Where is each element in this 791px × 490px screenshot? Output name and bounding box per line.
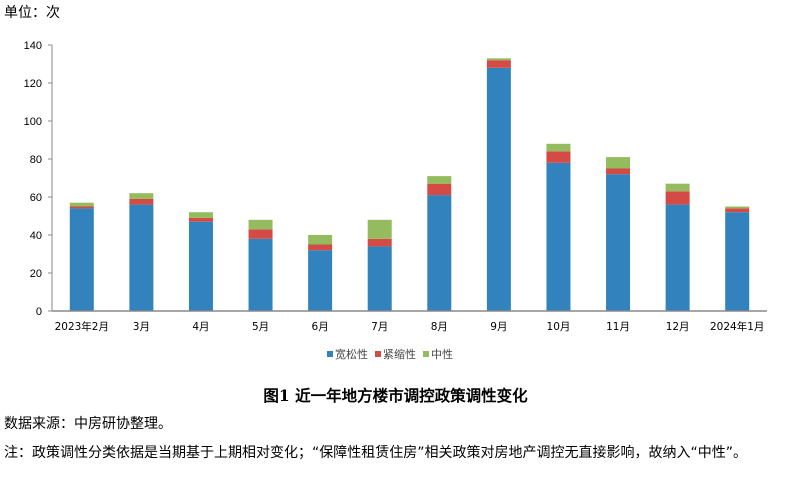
bar-紧缩性 (308, 244, 333, 251)
bar-宽松性 (188, 221, 213, 311)
legend-swatch (375, 351, 381, 357)
bar-中性 (665, 183, 690, 192)
bar-中性 (486, 58, 511, 61)
bar-紧缩性 (248, 229, 273, 239)
x-tick-label: 3月 (133, 321, 150, 333)
bar-中性 (69, 202, 94, 207)
bar-宽松性 (486, 67, 511, 311)
bar-紧缩性 (486, 60, 511, 68)
x-tick-label: 12月 (666, 321, 690, 333)
legend-swatch (423, 351, 429, 357)
bar-宽松性 (606, 174, 631, 311)
y-tick-label: 60 (30, 192, 42, 204)
chart-title: 图1 近一年地方楼市调控政策调性变化 (263, 386, 528, 405)
bar-中性 (308, 235, 333, 245)
data-source: 数据来源：中房研协整理。 (4, 416, 172, 432)
bar-紧缩性 (188, 217, 213, 222)
bar-紧缩性 (69, 206, 94, 209)
unit-label: 单位：次 (4, 5, 60, 21)
bar-宽松性 (129, 204, 154, 311)
x-tick-label: 4月 (192, 321, 209, 333)
bar-宽松性 (248, 238, 273, 311)
y-tick-label: 20 (30, 268, 42, 280)
bar-宽松性 (665, 204, 690, 311)
bar-中性 (367, 219, 392, 239)
bar-紧缩性 (606, 168, 631, 175)
x-tick-label: 2024年1月 (710, 320, 764, 333)
footnote: 注：政策调性分类依据是当期基于上期相对变化；“保障性租赁住房”相关政策对房地产调… (4, 445, 748, 461)
bar-紧缩性 (665, 191, 690, 205)
bar-紧缩性 (546, 151, 571, 163)
x-tick-label: 2023年2月 (55, 320, 109, 333)
bar-中性 (546, 143, 571, 152)
y-tick-label: 100 (24, 116, 42, 128)
x-tick-label: 5月 (252, 321, 269, 333)
stacked-bar-chart: 0 20 40 60 80 100 120 140 2023年2月 3月 4月 5月 6月 7月 8月 9月 1… (24, 40, 767, 361)
bar-紧缩性 (725, 208, 750, 213)
bar-中性 (427, 176, 452, 184)
legend-swatch (327, 351, 333, 357)
bar-宽松性 (308, 250, 333, 311)
x-tick-label: 7月 (371, 321, 388, 333)
bar-中性 (606, 157, 631, 169)
y-tick-label: 140 (24, 40, 42, 52)
y-tick-label: 0 (36, 306, 42, 318)
x-tick-label: 9月 (490, 321, 507, 333)
x-tick-label: 11月 (606, 321, 630, 333)
x-tick-label: 8月 (431, 321, 448, 333)
bar-紧缩性 (427, 183, 452, 196)
bar-宽松性 (725, 212, 750, 311)
x-tick-label: 6月 (312, 321, 329, 333)
x-tick-label: 10月 (547, 321, 571, 333)
bar-紧缩性 (367, 238, 392, 247)
bar-宽松性 (367, 246, 392, 311)
bar-中性 (188, 212, 213, 218)
y-tick-label: 40 (30, 230, 42, 242)
bar-中性 (248, 219, 273, 230)
legend-label: 宽松性 (335, 347, 368, 361)
bar-宽松性 (427, 195, 452, 311)
bar-宽松性 (546, 162, 571, 311)
y-tick-label: 120 (24, 78, 42, 90)
bar-中性 (129, 193, 154, 199)
legend-label: 中性 (431, 347, 453, 361)
bar-中性 (725, 206, 750, 209)
bar-宽松性 (69, 208, 94, 311)
y-tick-label: 80 (30, 154, 42, 166)
bar-紧缩性 (129, 198, 154, 205)
legend-label: 紧缩性 (383, 347, 416, 361)
